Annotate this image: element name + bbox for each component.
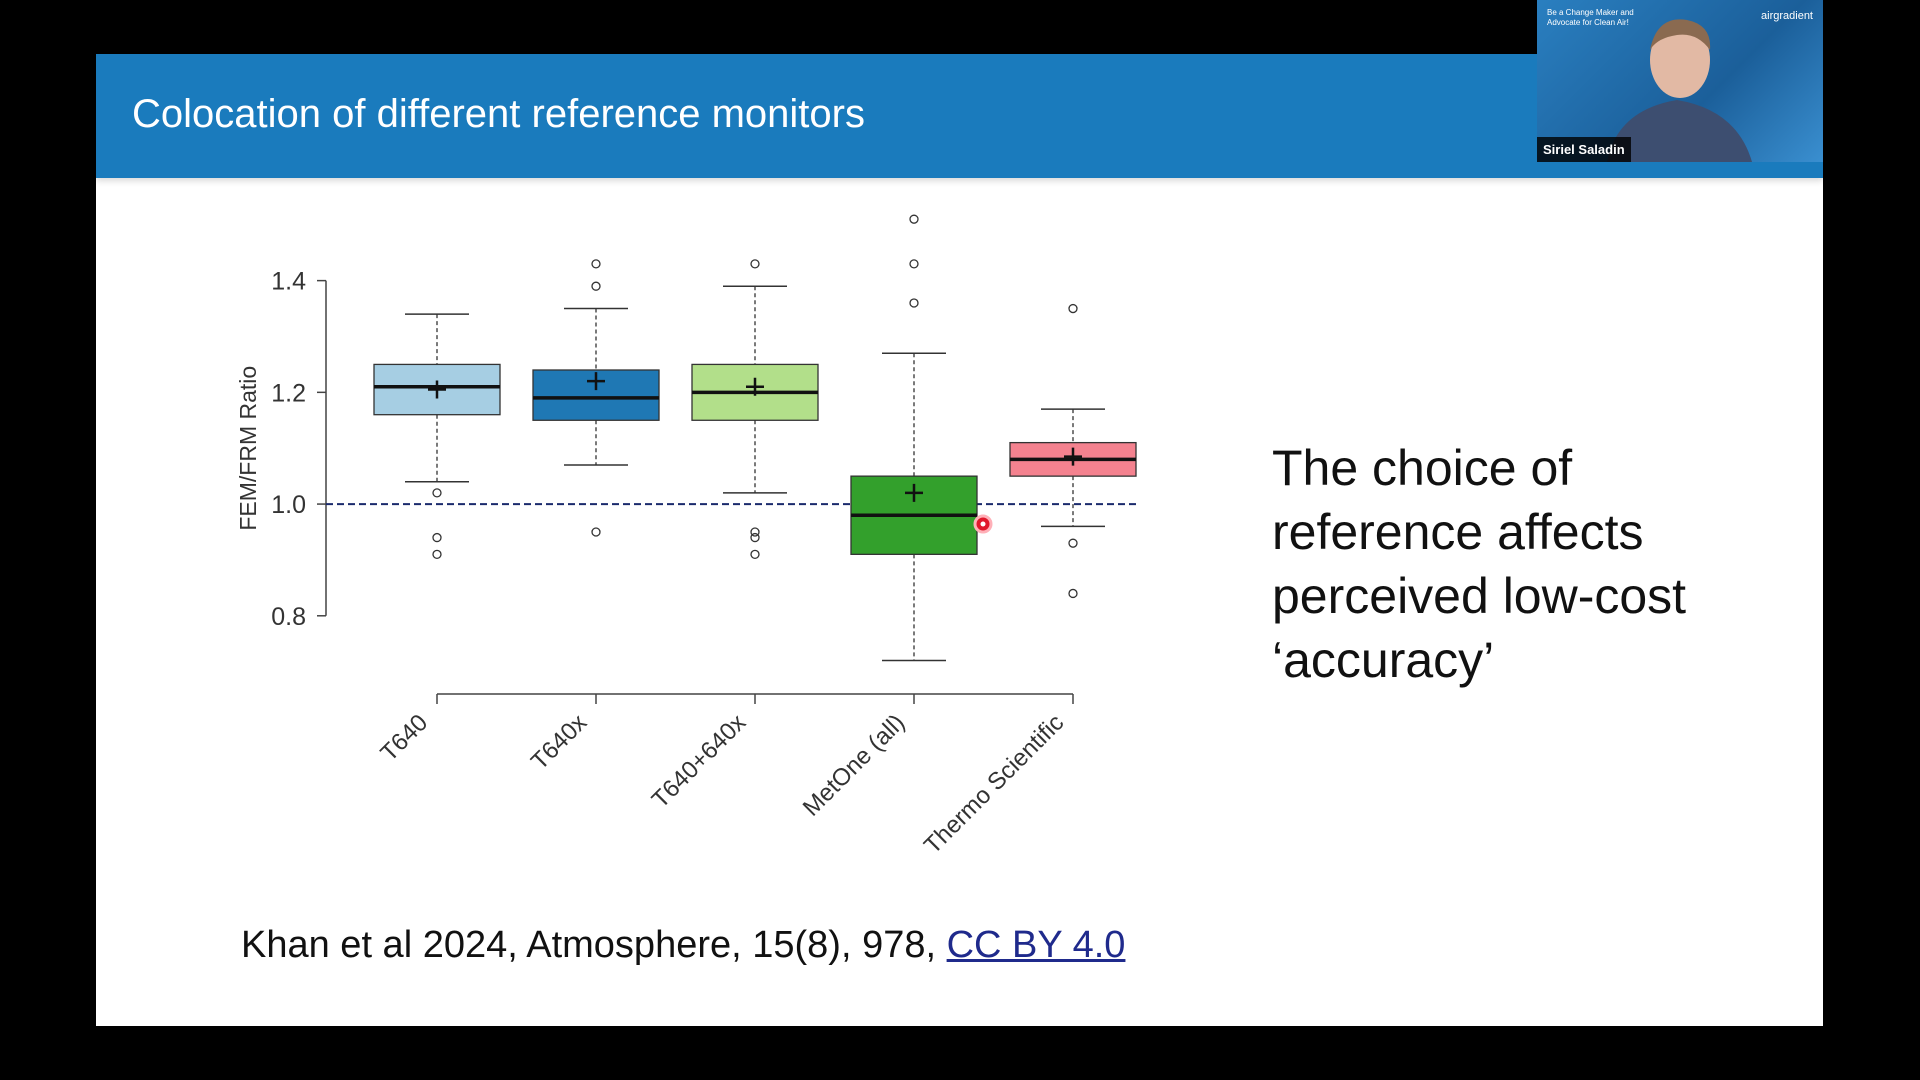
outlier — [432, 532, 442, 543]
x-tick-label: MetOne (all) — [798, 709, 910, 821]
banner-line: Be a Change Maker and — [1547, 8, 1634, 17]
license-link[interactable]: CC BY 4.0 — [946, 924, 1126, 966]
citation: Khan et al 2024, Atmosphere, 15(8), 978,… — [241, 924, 1125, 967]
outlier — [909, 259, 919, 269]
outlier — [750, 549, 760, 559]
outlier — [750, 532, 760, 543]
y-tick-label: 0.8 — [271, 603, 306, 631]
presenter-head — [1650, 22, 1710, 98]
mean-marker — [428, 380, 446, 399]
outlier — [1068, 303, 1078, 314]
outlier — [432, 488, 442, 498]
slide-header: Colocation of different reference monito… — [96, 54, 1823, 178]
cursor-center — [980, 521, 986, 527]
presenter-hair — [1650, 19, 1711, 50]
x-tick-label: T640+640x — [647, 709, 751, 813]
x-tick-label: T640 — [375, 709, 433, 767]
chart: 0.8 1.0 1.2 1.4 FEM/FRM Ratio T640 T640x T640+6… — [235, 214, 1140, 859]
outlier — [750, 259, 760, 269]
outlier — [591, 281, 601, 291]
outlier — [432, 549, 442, 559]
outlier — [909, 214, 919, 224]
slide: Colocation of different reference monito… — [96, 54, 1823, 1026]
side-text-line: ‘accuracy’ — [1272, 632, 1495, 688]
mean-marker — [746, 377, 764, 396]
mean-marker — [905, 483, 923, 502]
outlier — [909, 298, 919, 308]
webcam-banner: Be a Change Maker and Advocate for Clean … — [1547, 8, 1634, 28]
y-axis-label: FEM/FRM Ratio — [235, 366, 261, 531]
y-tick-label: 1.2 — [271, 379, 306, 407]
x-tick-label: Thermo Scientific — [919, 709, 1069, 859]
presenter — [1607, 19, 1752, 162]
y-tick-label: 1.0 — [271, 491, 306, 519]
outlier — [591, 527, 601, 537]
presenter-body — [1607, 100, 1752, 162]
side-text-line: perceived low-cost — [1272, 568, 1687, 624]
side-text-line: reference affects — [1272, 504, 1644, 560]
webcam-logo: airgradient — [1761, 10, 1813, 22]
y-tick-label: 1.4 — [271, 268, 306, 296]
citation-text: Khan et al 2024, Atmosphere, 15(8), 978, — [241, 924, 947, 966]
side-text: The choice of reference affects perceived … — [1272, 436, 1686, 692]
side-text-line: The choice of — [1272, 440, 1573, 496]
outlier — [1068, 538, 1078, 548]
outlier — [750, 527, 760, 537]
webcam: Be a Change Maker and Advocate for Clean … — [1537, 0, 1823, 162]
outlier — [591, 259, 601, 269]
outlier — [1068, 588, 1078, 599]
slide-title: Colocation of different reference monito… — [132, 92, 865, 136]
x-tick-label: T640x — [526, 709, 592, 775]
webcam-name: Siriel Saladin — [1537, 137, 1631, 162]
mean-marker — [587, 372, 605, 391]
mean-marker — [1064, 447, 1082, 466]
banner-line: Advocate for Clean Air! — [1547, 18, 1629, 27]
